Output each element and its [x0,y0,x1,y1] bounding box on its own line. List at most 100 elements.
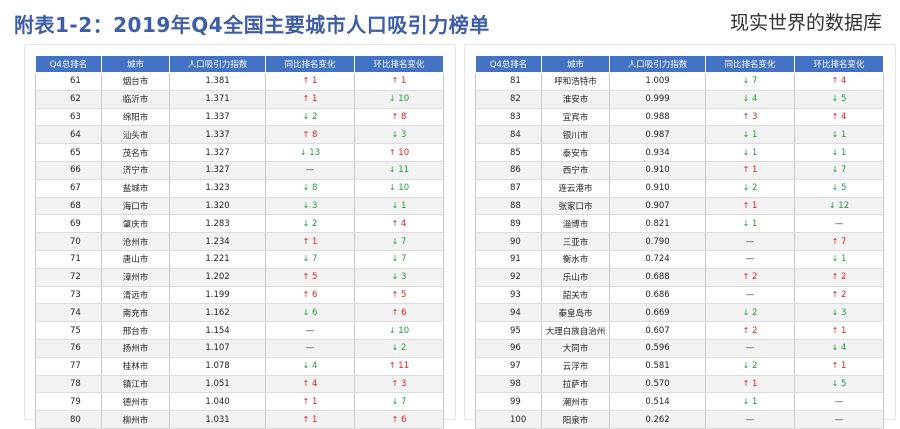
yoy-change-value: 6 [311,289,318,300]
qoq-change-cell: ↓ 3 [354,268,444,287]
qoq-change-value: 5 [840,94,847,105]
yoy-change-cell: — [705,250,795,269]
rank-cell: 80 [35,410,102,429]
arrow-down-icon: ↓ [742,218,750,228]
arrow-up-icon: ↑ [742,165,750,175]
qoq-change-cell: ↑ 4 [794,72,884,91]
header-qoq: 环比排名变化 [354,55,444,73]
qoq-change-cell: ↓ 11 [354,161,444,180]
yoy-change-cell: ↑ 8 [265,125,355,145]
city-cell: 宜宾市 [541,108,610,127]
yoy-change-value: 8 [311,183,318,194]
city-cell: 衡水市 [541,250,610,269]
qoq-change-value: 11 [398,165,410,176]
city-cell: 临沂市 [101,90,170,109]
city-cell: 阳泉市 [541,410,610,429]
header-yoy: 同比排名变化 [265,55,355,73]
rank-cell: 99 [475,392,542,412]
arrow-down-icon: ↓ [742,76,750,86]
table-row: 87 连云港市 0.910 ↓ 2 ↓ 5 [475,179,884,198]
index-cell: 0.688 [609,268,706,287]
arrow-down-icon: ↓ [391,396,399,406]
index-cell: 0.934 [609,143,706,162]
yoy-change-cell: ↑ 5 [265,268,355,287]
qoq-change-value: — [834,396,844,407]
yoy-change-cell: ↑ 2 [705,268,795,287]
arrow-down-icon: ↓ [831,183,839,193]
left-table-body: 61 烟台市 1.381 ↑ 1 ↑ 1 62 临沂市 1.371 ↑ 1 ↓ 10 63 绵阳市 1.… [35,72,444,429]
city-cell: 呼和浩特市 [541,72,610,91]
yoy-change-value: 3 [751,111,758,122]
yoy-change-value: 7 [751,76,758,87]
table-row: 63 绵阳市 1.337 ↓ 2 ↑ 8 [35,108,444,127]
city-cell: 泰安市 [541,143,610,162]
arrow-up-icon: ↑ [302,76,310,86]
index-cell: 0.907 [609,197,706,216]
city-cell: 德州市 [101,392,170,412]
table-row: 68 海口市 1.320 ↓ 3 ↓ 1 [35,197,444,216]
table-row: 89 淄博市 0.821 ↓ 1— [475,214,884,234]
yoy-change-cell: ↑ 1 [265,90,355,109]
index-cell: 0.607 [609,321,706,340]
table-row: 62 临沂市 1.371 ↑ 1 ↓ 10 [35,90,444,109]
yoy-change-value: 1 [311,236,318,247]
qoq-change-cell: ↑ 2 [794,286,884,305]
index-cell: 1.234 [169,232,266,251]
rank-cell: 91 [475,250,542,269]
arrow-down-icon: ↓ [391,343,399,353]
table-row: 65 茂名市 1.327 ↓ 13 ↑ 10 [35,143,444,162]
qoq-change-cell: ↑ 2 [794,268,884,287]
table-row: 90 三亚市 0.790 — ↑ 7 [475,232,884,251]
yoy-change-value: — [745,343,755,354]
qoq-change-value: 3 [840,307,847,318]
table-row: 77 桂林市 1.078 ↓ 4 ↑ 11 [35,357,444,376]
arrow-up-icon: ↑ [391,414,399,424]
rank-cell: 93 [475,286,542,305]
index-cell: 0.669 [609,303,706,323]
index-cell: 0.987 [609,125,706,145]
rank-cell: 72 [35,268,102,287]
arrow-down-icon: ↓ [299,147,307,157]
yoy-change-value: — [305,165,315,176]
qoq-change-value: 4 [400,218,407,229]
table-row: 74 南充市 1.162 ↓ 6 ↑ 6 [35,303,444,323]
arrow-down-icon: ↓ [302,200,310,210]
qoq-change-cell: ↑ 1 [794,357,884,376]
yoy-change-value: 1 [311,396,318,407]
yoy-change-value: — [305,343,315,354]
qoq-change-cell: ↓ 10 [354,321,444,340]
yoy-change-value: 4 [311,378,318,389]
rank-cell: 65 [35,143,102,162]
arrow-down-icon: ↓ [831,254,839,264]
arrow-up-icon: ↑ [742,200,750,210]
qoq-change-value: 1 [400,76,407,87]
ranking-table-left: Q4总排名 城市 人口吸引力指数 同比排名变化 环比排名变化 61 烟台市 1.38… [35,55,444,429]
yoy-change-cell: ↓ 3 [265,197,355,216]
yoy-change-cell: ↓ 2 [705,179,795,198]
arrow-down-icon: ↓ [388,325,396,335]
arrow-up-icon: ↑ [302,94,310,104]
rank-cell: 75 [35,321,102,340]
yoy-change-value: 1 [751,396,758,407]
table-header-row: Q4总排名 城市 人口吸引力指数 同比排名变化 环比排名变化 [35,55,444,73]
yoy-change-cell: ↑ 1 [265,410,355,429]
arrow-down-icon: ↓ [831,129,839,139]
arrow-up-icon: ↑ [391,111,399,121]
qoq-change-value: 7 [400,396,407,407]
table-row: 96 大同市 0.596 — ↓ 4 [475,339,884,358]
rank-cell: 73 [35,286,102,305]
city-cell: 盐城市 [101,179,170,198]
qoq-change-cell: ↓ 3 [794,303,884,323]
yoy-change-value: 1 [751,378,758,389]
rank-cell: 88 [475,197,542,216]
city-cell: 桂林市 [101,357,170,376]
city-cell: 漳州市 [101,268,170,287]
rank-cell: 63 [35,108,102,127]
table-row: 94 秦皇岛市 0.669 ↓ 2 ↓ 3 [475,303,884,323]
arrow-down-icon: ↓ [388,183,396,193]
city-cell: 韶关市 [541,286,610,305]
qoq-change-value: 5 [840,183,847,194]
table-row: 99 潮州市 0.514 ↓ 1— [475,392,884,412]
rank-cell: 74 [35,303,102,323]
rank-cell: 79 [35,392,102,412]
